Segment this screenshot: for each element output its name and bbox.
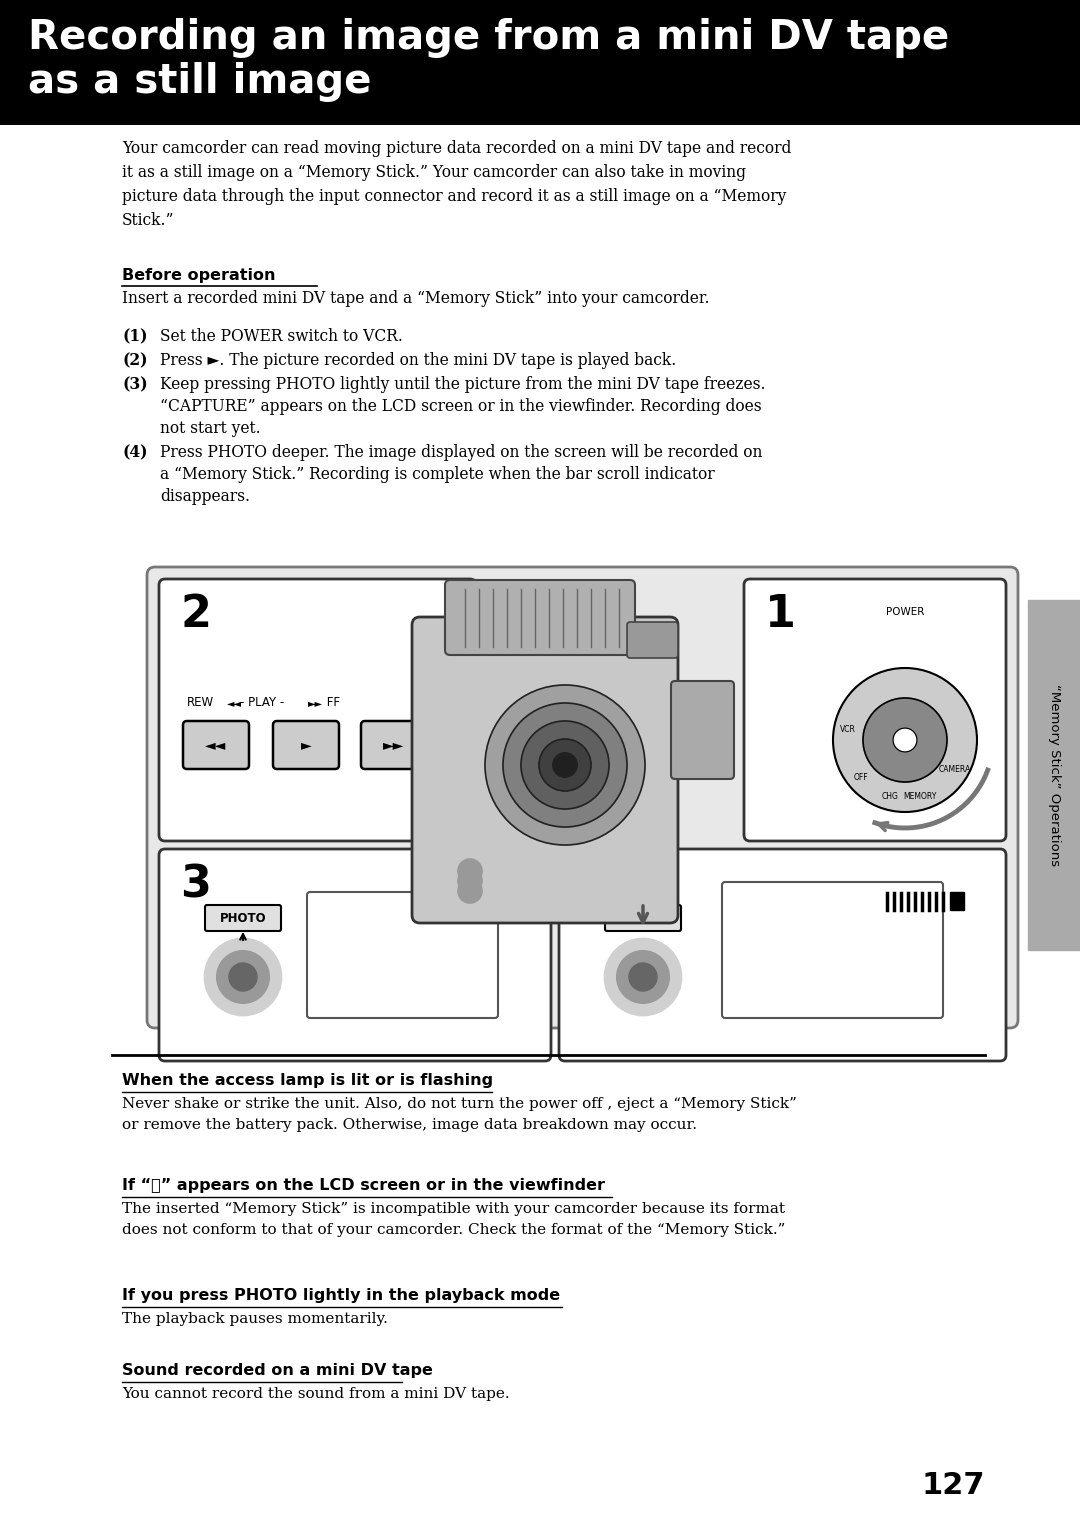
FancyBboxPatch shape (627, 622, 678, 659)
FancyBboxPatch shape (411, 617, 678, 923)
Text: POWER: POWER (886, 607, 924, 617)
Text: Press ►. The picture recorded on the mini DV tape is played back.: Press ►. The picture recorded on the min… (160, 351, 676, 368)
Text: disappears.: disappears. (160, 487, 249, 504)
FancyBboxPatch shape (147, 567, 1018, 1028)
Text: The playback pauses momentarily.: The playback pauses momentarily. (122, 1313, 388, 1326)
Text: 3: 3 (180, 863, 211, 906)
Text: The inserted “Memory Stick” is incompatible with your camcorder because its form: The inserted “Memory Stick” is incompati… (122, 1203, 785, 1236)
Text: MEMORY: MEMORY (903, 792, 936, 801)
Text: CHG: CHG (881, 792, 899, 801)
Text: Press PHOTO deeper. The image displayed on the screen will be recorded on: Press PHOTO deeper. The image displayed … (160, 445, 762, 461)
Text: PHOTO: PHOTO (620, 912, 666, 924)
Text: (2): (2) (122, 351, 148, 368)
Circle shape (205, 940, 281, 1015)
Text: When the access lamp is lit or is flashing: When the access lamp is lit or is flashi… (122, 1073, 494, 1088)
Text: If “ⓧ” appears on the LCD screen or in the viewfinder: If “ⓧ” appears on the LCD screen or in t… (122, 1178, 605, 1193)
Circle shape (833, 668, 977, 811)
FancyBboxPatch shape (183, 721, 249, 769)
Text: ►►: ►► (383, 738, 405, 752)
Text: 127: 127 (921, 1471, 985, 1500)
FancyBboxPatch shape (159, 850, 551, 1060)
FancyBboxPatch shape (205, 905, 281, 931)
FancyBboxPatch shape (445, 581, 635, 656)
Text: Set the POWER switch to VCR.: Set the POWER switch to VCR. (160, 329, 403, 345)
FancyBboxPatch shape (159, 579, 476, 840)
Circle shape (539, 740, 591, 792)
Text: as a still image: as a still image (28, 63, 372, 102)
FancyBboxPatch shape (723, 882, 943, 1018)
Text: PHOTO: PHOTO (219, 912, 267, 924)
Circle shape (458, 869, 482, 892)
Text: “CAPTURE” appears on the LCD screen or in the viewfinder. Recording does: “CAPTURE” appears on the LCD screen or i… (160, 397, 761, 416)
Text: CAPTURE: CAPTURE (381, 905, 440, 918)
FancyBboxPatch shape (273, 721, 339, 769)
Circle shape (863, 698, 947, 782)
FancyBboxPatch shape (559, 850, 1005, 1060)
Text: “Memory Stick” Operations: “Memory Stick” Operations (1048, 685, 1061, 866)
Text: Keep pressing PHOTO lightly until the picture from the mini DV tape freezes.: Keep pressing PHOTO lightly until the pi… (160, 376, 766, 393)
Text: a “Memory Stick.” Recording is complete when the bar scroll indicator: a “Memory Stick.” Recording is complete … (160, 466, 715, 483)
Text: 4: 4 (580, 863, 611, 906)
Text: 1: 1 (765, 593, 796, 636)
Text: (3): (3) (122, 376, 148, 393)
Bar (0, 0, 1080, 118)
Text: ►: ► (300, 738, 311, 752)
Bar (950, 892, 964, 911)
Text: Sound recorded on a mini DV tape: Sound recorded on a mini DV tape (122, 1363, 433, 1378)
Text: CAMERA: CAMERA (940, 764, 971, 773)
Circle shape (521, 721, 609, 808)
Text: ◄◄: ◄◄ (227, 698, 242, 707)
Circle shape (629, 963, 657, 992)
Text: ◄◄: ◄◄ (205, 738, 227, 752)
Text: (4): (4) (122, 445, 148, 461)
Text: If you press PHOTO lightly in the playback mode: If you press PHOTO lightly in the playba… (122, 1288, 561, 1303)
Circle shape (217, 950, 269, 1002)
Text: Recording an image from a mini DV tape: Recording an image from a mini DV tape (28, 18, 949, 58)
Circle shape (458, 859, 482, 883)
Circle shape (485, 685, 645, 845)
Text: - PLAY -: - PLAY - (240, 697, 284, 709)
Circle shape (617, 950, 669, 1002)
Bar (1028, 601, 1080, 950)
Text: (1): (1) (122, 329, 148, 345)
Circle shape (553, 753, 577, 778)
Text: REW: REW (187, 697, 214, 709)
FancyBboxPatch shape (361, 721, 427, 769)
FancyBboxPatch shape (744, 579, 1005, 840)
FancyBboxPatch shape (307, 892, 498, 1018)
Circle shape (503, 703, 627, 827)
FancyBboxPatch shape (605, 905, 681, 931)
Text: FF: FF (323, 697, 340, 709)
Text: Insert a recorded mini DV tape and a “Memory Stick” into your camcorder.: Insert a recorded mini DV tape and a “Me… (122, 290, 710, 307)
FancyBboxPatch shape (671, 681, 734, 779)
Text: OFF: OFF (853, 773, 868, 782)
Text: You cannot record the sound from a mini DV tape.: You cannot record the sound from a mini … (122, 1387, 510, 1401)
Text: not start yet.: not start yet. (160, 420, 260, 437)
Text: Your camcorder can read moving picture data recorded on a mini DV tape and recor: Your camcorder can read moving picture d… (122, 141, 792, 229)
Text: 2: 2 (180, 593, 211, 636)
Circle shape (893, 727, 917, 752)
Circle shape (458, 879, 482, 903)
Text: ►►: ►► (308, 698, 323, 707)
Circle shape (605, 940, 681, 1015)
Text: VCR: VCR (840, 726, 855, 735)
Text: Before operation: Before operation (122, 267, 275, 283)
Circle shape (229, 963, 257, 992)
Text: Never shake or strike the unit. Also, do not turn the power off , eject a “Memor: Never shake or strike the unit. Also, do… (122, 1097, 797, 1132)
